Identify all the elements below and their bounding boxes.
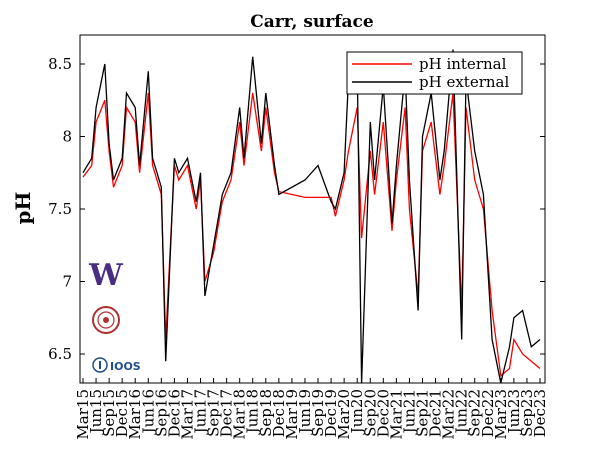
x-tick-label: Dec15 <box>113 389 131 437</box>
x-tick-label: Mar20 <box>335 389 353 440</box>
x-tick-label: Dec18 <box>270 389 288 437</box>
x-tick-label: Mar15 <box>74 389 92 440</box>
x-tick-label: Sep22 <box>466 389 484 437</box>
x-tick-label: Jun16 <box>139 389 157 435</box>
x-tick-label: Dec16 <box>165 389 183 437</box>
x-tick-label: Mar18 <box>231 389 249 440</box>
y-tick-label: 6.5 <box>48 345 72 363</box>
x-tick-label: Dec20 <box>374 389 392 437</box>
uw-logo: W <box>88 258 124 293</box>
x-tick-label: Sep19 <box>309 389 327 437</box>
legend-box <box>346 51 523 95</box>
x-tick-label: Sep23 <box>518 389 536 437</box>
x-tick-label: Dec23 <box>531 389 549 437</box>
logo-group: W IOOS <box>88 258 141 373</box>
y-tick-label: 8.5 <box>48 55 72 73</box>
y-axis-label: pH <box>11 192 35 225</box>
x-tick-label: Dec19 <box>322 389 340 437</box>
x-tick-label: Sep17 <box>205 389 223 437</box>
x-tick-label: Jun19 <box>296 389 314 435</box>
x-ticks: Mar15Jun15Sep15Dec15Mar16Jun16Sep16Dec16… <box>74 378 549 440</box>
x-tick-label: Sep21 <box>413 389 431 437</box>
chart-title: Carr, surface <box>250 12 374 32</box>
y-tick-label: 8 <box>62 128 72 146</box>
x-tick-label: Dec21 <box>427 389 445 437</box>
y-tick-label: 7 <box>62 273 72 291</box>
svg-text:IOOS: IOOS <box>110 360 141 373</box>
seal-logo <box>92 306 120 334</box>
x-tick-label: Jun18 <box>244 389 262 435</box>
x-tick-label: Mar17 <box>178 389 196 440</box>
x-tick-label: Mar19 <box>283 389 301 440</box>
x-tick-label: Sep20 <box>361 389 379 437</box>
legend: pH internal pH external <box>346 51 523 95</box>
x-tick-label: Jun15 <box>87 389 105 435</box>
legend-label-ph-external: pH external <box>419 73 509 91</box>
x-tick-label: Sep15 <box>100 389 118 437</box>
y-tick-label: 7.5 <box>48 200 72 218</box>
plot-area: 6.577.588.5 Mar15Jun15Sep15Dec15Mar16Jun… <box>48 34 549 440</box>
x-tick-label: Dec22 <box>479 389 497 437</box>
x-tick-label: Jun22 <box>453 389 471 435</box>
legend-label-ph-internal: pH internal <box>419 55 507 73</box>
x-tick-label: Mar22 <box>440 389 458 440</box>
x-tick-label: Jun20 <box>348 389 366 435</box>
x-tick-label: Dec17 <box>218 389 236 437</box>
x-tick-label: Jun21 <box>400 389 418 435</box>
x-tick-label: Sep18 <box>257 389 275 437</box>
x-tick-label: Jun23 <box>505 389 523 435</box>
x-tick-label: Sep16 <box>152 389 170 437</box>
ioos-logo: IOOS <box>92 357 141 373</box>
series-layer <box>82 49 541 383</box>
x-tick-label: Jun17 <box>192 389 210 435</box>
x-tick-label: Mar21 <box>387 389 405 440</box>
x-tick-label: Mar16 <box>126 389 144 440</box>
series-line-ph-external <box>82 49 541 383</box>
x-tick-label: Mar23 <box>492 389 510 440</box>
y-ticks: 6.5 7 7.5 8 8.5 <box>48 55 545 363</box>
